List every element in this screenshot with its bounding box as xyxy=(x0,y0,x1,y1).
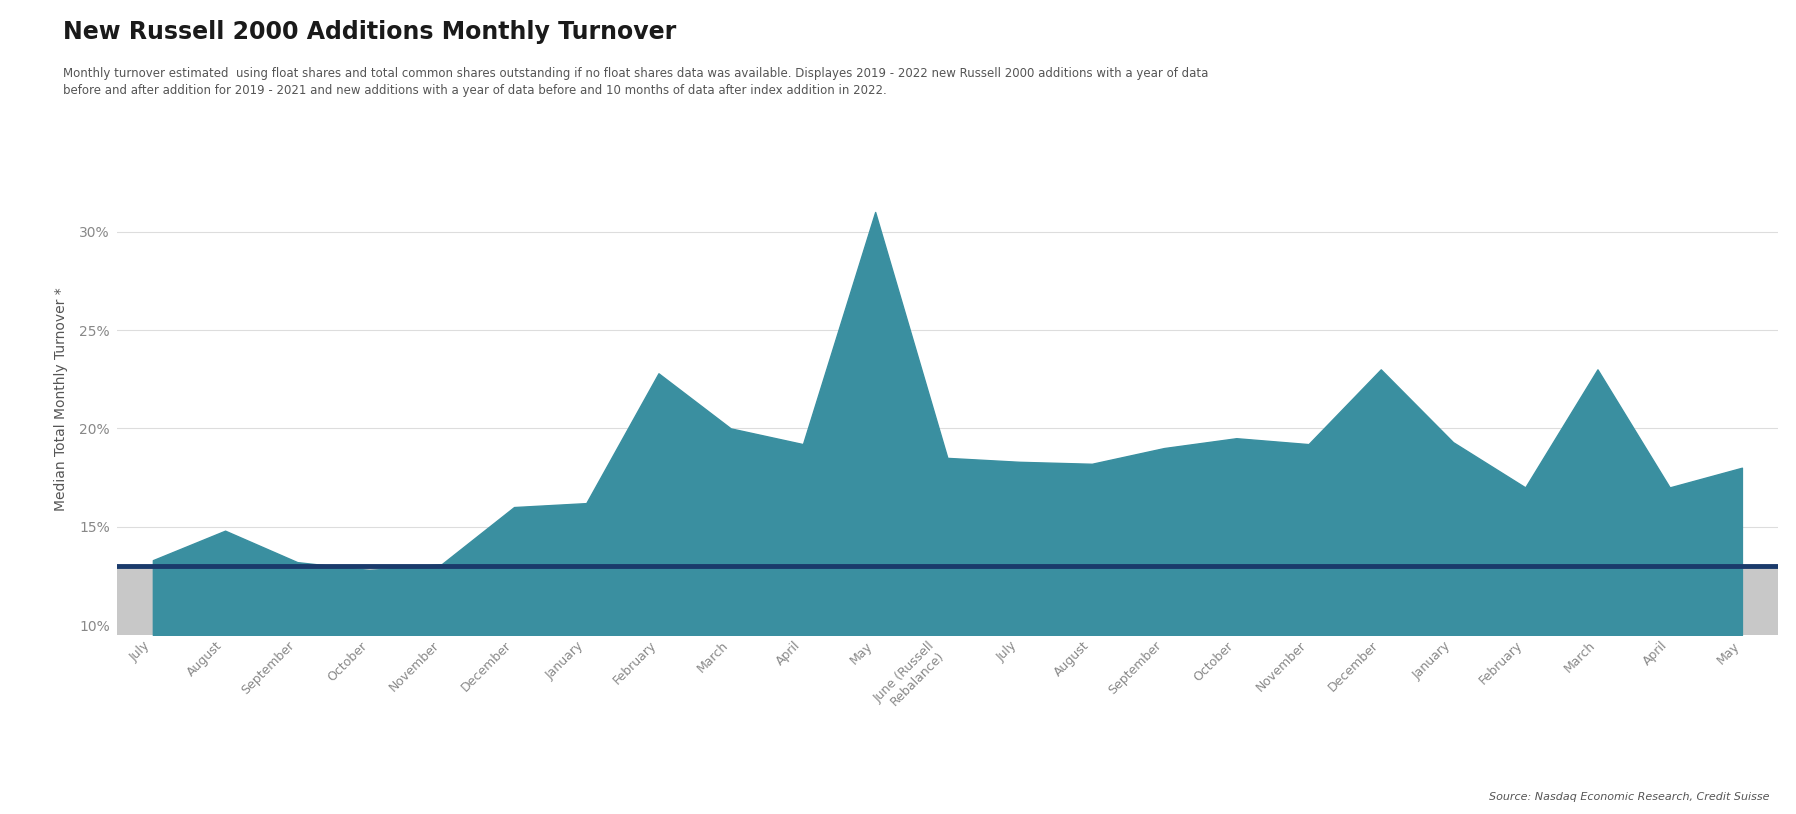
Y-axis label: Median Total Monthly Turnover *: Median Total Monthly Turnover * xyxy=(54,287,68,510)
Text: Source: Nasdaq Economic Research, Credit Suisse: Source: Nasdaq Economic Research, Credit… xyxy=(1489,792,1769,802)
Text: Monthly turnover estimated  using float shares and total common shares outstandi: Monthly turnover estimated using float s… xyxy=(63,67,1209,97)
Text: New Russell 2000 Additions Monthly Turnover: New Russell 2000 Additions Monthly Turno… xyxy=(63,20,675,44)
Bar xyxy=(117,566,1778,635)
